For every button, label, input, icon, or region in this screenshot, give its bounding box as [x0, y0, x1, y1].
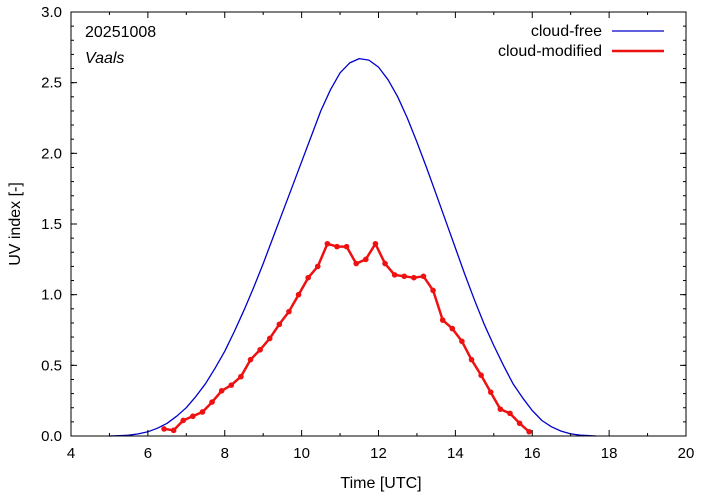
cloud-modified-point [411, 274, 417, 281]
cloud-modified-point [343, 243, 350, 250]
cloud-modified-point [372, 240, 379, 247]
cloud-modified-point [305, 274, 311, 281]
cloud-modified-point [266, 335, 273, 342]
cloud-modified-point [161, 426, 167, 432]
cloud-free-line [109, 57, 596, 437]
cloud-modified-point [170, 427, 177, 434]
y-tick-label: 1.0 [41, 287, 62, 304]
legend-label-cloud-modified: cloud-modified [498, 43, 602, 60]
cloud-modified-point [353, 260, 360, 267]
cloud-modified-point [238, 373, 244, 380]
cloud-modified-point [363, 256, 369, 263]
cloud-modified-point [478, 372, 484, 379]
x-tick-label: 4 [67, 445, 75, 462]
cloud-modified-point [314, 263, 321, 270]
cloud-modified-point [497, 406, 504, 412]
cloud-modified-point [459, 338, 465, 345]
cloud-modified-point [190, 413, 196, 420]
cloud-modified-point [382, 260, 388, 267]
x-tick-label: 18 [601, 445, 618, 462]
y-tick-label: 1.5 [41, 216, 62, 233]
y-tick-label: 2.5 [41, 75, 62, 92]
series-layer [109, 57, 596, 437]
y-tick-label: 0.5 [41, 357, 62, 374]
cloud-modified-point [391, 272, 398, 278]
cloud-modified-point [526, 428, 532, 435]
x-tick-label: 6 [144, 445, 152, 462]
cloud-modified-point [276, 321, 283, 328]
y-tick-label: 0.0 [41, 428, 62, 445]
cloud-modified-point [180, 417, 187, 424]
cloud-modified-point [209, 399, 215, 405]
location-annotation: Vaals [85, 50, 124, 67]
cloud-modified-point [430, 287, 436, 294]
date-annotation: 20251008 [85, 24, 156, 41]
y-tick-label: 2.0 [41, 145, 62, 162]
cloud-modified-point [324, 240, 331, 247]
x-axis-title: Time [UTC] [340, 475, 421, 492]
y-tick-label: 3.0 [41, 4, 62, 21]
legend-label-cloud-free: cloud-free [531, 23, 602, 40]
cloud-modified-point [218, 387, 225, 394]
cloud-modified-point [468, 356, 475, 363]
cloud-modified-point [487, 389, 494, 395]
x-tick-label: 16 [524, 445, 541, 462]
x-tick-label: 10 [293, 445, 310, 462]
x-tick-label: 12 [370, 445, 387, 462]
cloud-modified-point [516, 420, 523, 427]
cloud-modified-point [439, 317, 446, 323]
x-tick-label: 20 [678, 445, 695, 462]
cloud-modified-point [449, 325, 456, 332]
cloud-modified-point [401, 273, 408, 280]
x-tick-label: 8 [221, 445, 229, 462]
axis-layer: 4 6 8 10 12 14 16 18 20 0.0 0.5 1.0 1.5 2.0 2.5 3.0 [41, 4, 694, 462]
cloud-modified-point [199, 409, 206, 415]
cloud-modified-point [420, 273, 427, 280]
cloud-modified-point [295, 291, 302, 298]
cloud-modified-point [228, 382, 235, 388]
cloud-modified-point [286, 308, 292, 315]
cloud-modified-point [507, 410, 513, 417]
y-axis-title: UV index [-] [7, 182, 24, 266]
legend: cloud-free cloud-modified [498, 23, 664, 60]
cloud-modified-point [257, 346, 263, 353]
x-tick-label: 14 [447, 445, 464, 462]
cloud-modified-point [334, 243, 340, 250]
cloud-modified-point [247, 356, 254, 363]
